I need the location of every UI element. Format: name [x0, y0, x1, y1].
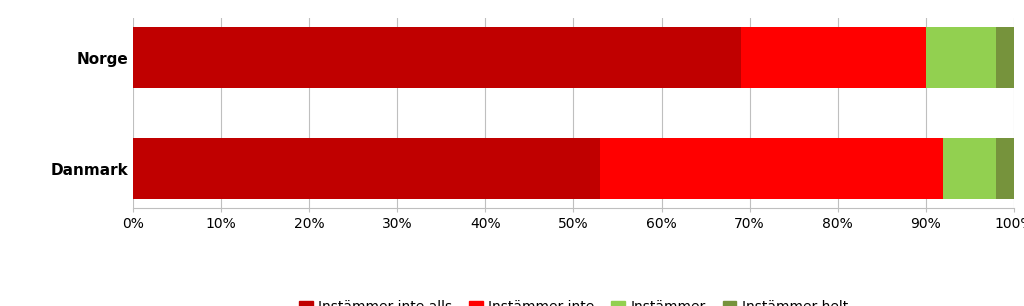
Legend: Instämmer inte alls, Instämmer inte, Instämmer, Instämmer helt: Instämmer inte alls, Instämmer inte, Ins…	[293, 295, 854, 306]
Bar	[996, 27, 1014, 88]
Bar	[133, 27, 740, 88]
Bar	[740, 27, 926, 88]
Bar	[926, 27, 996, 88]
Bar	[996, 138, 1014, 200]
Bar	[133, 138, 600, 200]
Bar	[600, 138, 943, 200]
Bar	[943, 138, 996, 200]
